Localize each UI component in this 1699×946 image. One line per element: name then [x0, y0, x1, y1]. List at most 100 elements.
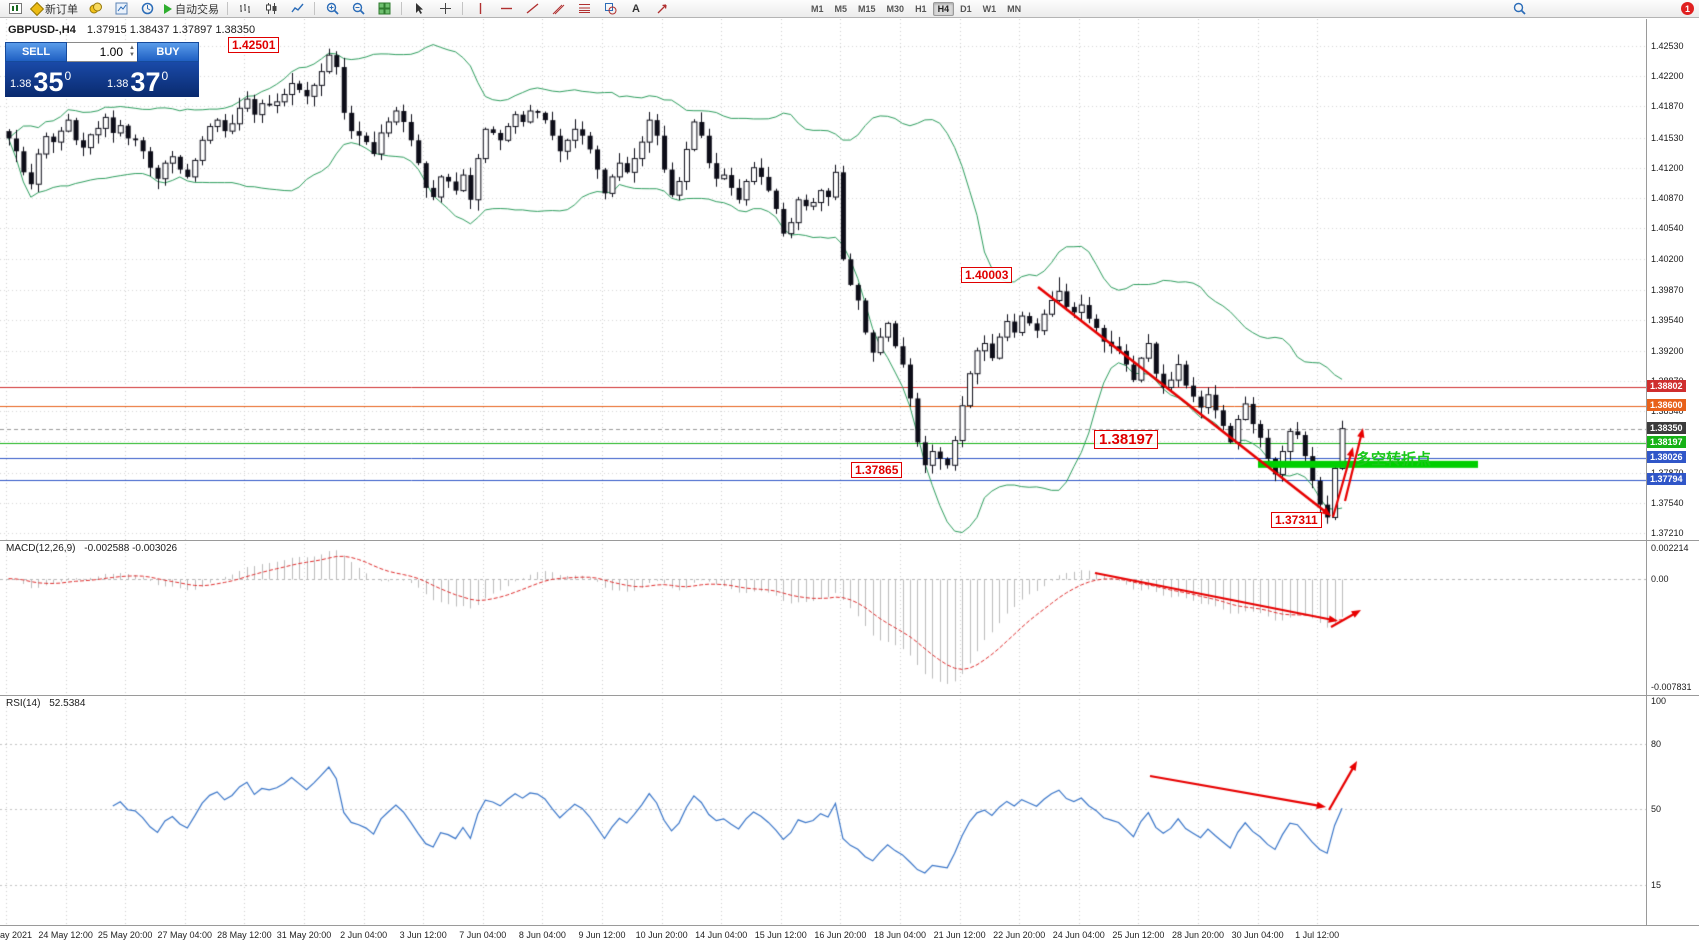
text-label-icon[interactable]: A	[632, 2, 640, 15]
time-axis-label: 25 Jun 12:00	[1112, 930, 1165, 940]
time-axis-label: 30 Jun 04:00	[1231, 930, 1284, 940]
price-tag-label: 1.38802	[1647, 380, 1686, 393]
line-chart-icon[interactable]	[285, 0, 309, 18]
rsi-scale-label: 50	[1651, 804, 1662, 814]
price-tick-label: 1.40200	[1651, 254, 1684, 265]
time-axis-label: 24 May 12:00	[38, 930, 93, 940]
price-tick-label: 1.41530	[1651, 132, 1684, 143]
horizontal-line-icon[interactable]	[494, 0, 518, 18]
channel-icon[interactable]	[546, 0, 570, 18]
time-axis-label: 24 Jun 04:00	[1052, 930, 1105, 940]
new-order-button[interactable]: 新订单	[29, 0, 81, 18]
price-axis[interactable]: 1.42530 1.42200 1.41870 1.41530 1.41200 1.408…	[1646, 19, 1699, 925]
time-axis-label: 25 May 20:00	[97, 930, 153, 940]
price-tag-label: 1.38197	[1647, 435, 1686, 448]
vertical-line-icon[interactable]	[468, 0, 492, 18]
macd-scale-label: 0.00	[1651, 573, 1669, 584]
price-tick-label: 1.39540	[1651, 314, 1684, 325]
autotrading-icon	[164, 3, 172, 14]
price-tick-label: 1.41200	[1651, 162, 1684, 173]
toolbar-separator	[227, 2, 228, 15]
crosshair-icon[interactable]	[433, 0, 457, 18]
fibonacci-icon[interactable]	[572, 0, 596, 18]
rsi-scale-label: 100	[1651, 696, 1667, 706]
toolbar-separator	[462, 2, 463, 15]
toolbar-separator	[314, 2, 315, 15]
timeframe-m15[interactable]: M15	[858, 3, 876, 14]
time-axis[interactable]: 21 May 2021 24 May 12:00 25 May 20:00 27 Ma…	[0, 925, 1699, 946]
rsi-scale-label: 80	[1651, 739, 1662, 750]
cursor-icon[interactable]	[407, 0, 431, 18]
timeframe-d1[interactable]: D1	[960, 3, 972, 14]
rsi-scale-label: 15	[1651, 879, 1662, 890]
time-axis-label: 1 Jul 12:00	[1295, 930, 1340, 940]
volume-field: ▲▼	[67, 42, 137, 62]
time-axis-label: 31 May 20:00	[276, 930, 332, 940]
volume-input[interactable]	[67, 43, 137, 61]
ask-price-big: 37	[130, 67, 161, 97]
search-icon[interactable]	[1507, 0, 1531, 18]
timeframe-m1[interactable]: M1	[811, 3, 824, 14]
terminal-icon[interactable]	[135, 0, 159, 18]
timeframe-m5[interactable]: M5	[834, 3, 848, 14]
time-axis-label: 8 Jun 04:00	[518, 930, 566, 940]
one-click-trading-panel: SELL ▲▼ BUY 1.38 35 0 1.38 37 0	[5, 42, 199, 97]
ask-price-display[interactable]: 1.38 37 0	[102, 62, 199, 97]
autotrading-button[interactable]: 自动交易	[161, 0, 222, 18]
zoom-out-icon[interactable]	[346, 0, 370, 18]
trendline-icon[interactable]	[520, 0, 544, 18]
panel-separator[interactable]	[0, 540, 1699, 541]
arrow-object-icon[interactable]	[650, 0, 674, 18]
ask-price-pipette: 0	[161, 69, 169, 83]
rsi-indicator-value: 52.5384	[49, 698, 86, 709]
macd-scale-label: -0.007831	[1651, 682, 1692, 692]
timeframe-w1[interactable]: W1	[982, 3, 997, 14]
chart-symbol-timeframe: GBPUSD-,H4	[8, 24, 76, 36]
new-chart-icon[interactable]	[3, 0, 27, 18]
time-axis-label: 2 Jun 04:00	[340, 930, 388, 940]
buy-button[interactable]: BUY	[137, 42, 199, 62]
macd-scale-label: 0.002214	[1651, 543, 1689, 553]
timeframe-h1[interactable]: H1	[915, 3, 927, 14]
chart-ohlc-readout: 1.37915 1.38437 1.37897 1.38350	[86, 24, 256, 36]
main-chart-canvas[interactable]	[0, 19, 1646, 540]
time-axis-label: 27 May 04:00	[157, 930, 213, 940]
rsi-indicator-label: RSI(14)	[6, 698, 41, 709]
time-axis-label: 28 Jun 20:00	[1171, 930, 1225, 940]
price-tick-label: 1.42200	[1651, 71, 1684, 82]
rsi-panel-canvas[interactable]	[0, 695, 1646, 925]
volume-spinner[interactable]: ▲ ▼	[129, 45, 135, 58]
timeframe-h4[interactable]: H4	[932, 1, 955, 16]
price-tag-label: 1.38350	[1647, 421, 1686, 434]
time-axis-label: 21 May 2021	[0, 930, 33, 940]
candlestick-chart-icon[interactable]	[259, 0, 283, 18]
price-tick-label: 1.38540	[1651, 406, 1684, 417]
bid-price-display[interactable]: 1.38 35 0	[5, 62, 102, 97]
sell-button[interactable]: SELL	[5, 42, 67, 62]
bid-price-prefix: 1.38	[10, 78, 32, 90]
time-axis-label: 10 Jun 20:00	[635, 930, 688, 940]
notification-badge[interactable]: 1	[1681, 2, 1694, 15]
market-watch-icon[interactable]	[83, 0, 107, 18]
time-axis-label: 16 Jun 20:00	[814, 930, 867, 940]
shapes-icon[interactable]	[598, 0, 622, 18]
ask-price-prefix: 1.38	[107, 78, 129, 90]
price-tick-label: 1.42530	[1651, 41, 1684, 51]
time-axis-label: 18 Jun 04:00	[873, 930, 927, 940]
bid-price-big: 35	[33, 67, 64, 97]
bar-chart-icon[interactable]	[233, 0, 257, 18]
time-axis-label: 9 Jun 12:00	[578, 930, 626, 940]
time-axis-label: 3 Jun 12:00	[399, 930, 447, 940]
macd-header: MACD(12,26,9) -0.002588 -0.003026	[6, 543, 183, 554]
zoom-in-icon[interactable]	[320, 0, 344, 18]
timeframe-m30[interactable]: M30	[886, 3, 905, 14]
price-tick-label: 1.41870	[1651, 101, 1684, 112]
chart-header: GBPUSD-,H4 1.37915 1.38437 1.37897 1.383…	[8, 24, 255, 36]
macd-panel-canvas[interactable]	[0, 540, 1646, 695]
tile-windows-icon[interactable]	[372, 0, 396, 18]
timeframe-mn[interactable]: MN	[1007, 3, 1022, 14]
macd-indicator-label: MACD(12,26,9)	[6, 543, 76, 554]
navigator-icon[interactable]	[109, 0, 133, 18]
toolbar: 新订单 自动交易	[0, 0, 1699, 18]
panel-separator[interactable]	[0, 695, 1699, 696]
